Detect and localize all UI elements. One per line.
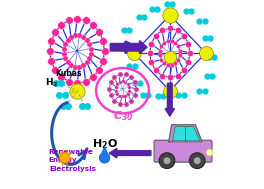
Polygon shape xyxy=(102,147,107,153)
Circle shape xyxy=(99,153,110,163)
FancyBboxPatch shape xyxy=(154,140,212,162)
Circle shape xyxy=(60,153,70,163)
FancyArrow shape xyxy=(110,41,147,54)
FancyArrow shape xyxy=(109,148,151,158)
Text: Kubas: Kubas xyxy=(55,69,82,78)
Polygon shape xyxy=(169,125,202,142)
Circle shape xyxy=(189,153,205,169)
Polygon shape xyxy=(173,127,200,141)
Circle shape xyxy=(194,157,201,164)
Circle shape xyxy=(159,153,175,169)
Text: Electrolysis: Electrolysis xyxy=(50,166,97,172)
Text: $\mathregular{C_{30}}$: $\mathregular{C_{30}}$ xyxy=(113,109,134,123)
Text: $\mathregular{H_2O}$: $\mathregular{H_2O}$ xyxy=(92,137,117,151)
FancyArrow shape xyxy=(165,83,175,116)
Text: Renewable
Energy: Renewable Energy xyxy=(48,149,93,163)
Circle shape xyxy=(164,157,170,164)
Text: $\mathregular{H_2}$: $\mathregular{H_2}$ xyxy=(45,77,58,89)
